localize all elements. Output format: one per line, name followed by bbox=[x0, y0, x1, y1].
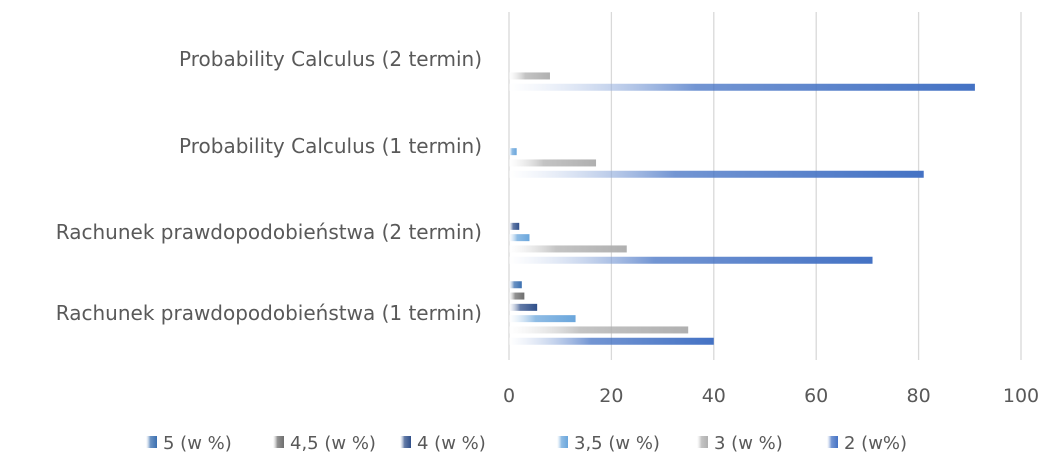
x-tick-label: 20 bbox=[599, 385, 623, 407]
bar bbox=[509, 315, 576, 323]
legend-label: 4 (w %) bbox=[417, 433, 486, 454]
legend-label: 5 (w %) bbox=[163, 433, 232, 454]
bar bbox=[509, 83, 975, 91]
bar bbox=[509, 170, 924, 178]
bar bbox=[509, 337, 714, 345]
category-label: Probability Calculus (2 termin) bbox=[179, 47, 482, 71]
category-label: Rachunek prawdopodobieństwa (1 termin) bbox=[56, 301, 482, 325]
bar bbox=[509, 148, 517, 156]
bar bbox=[509, 159, 597, 167]
x-tick-label: 60 bbox=[804, 385, 828, 407]
bars bbox=[509, 72, 975, 345]
bar bbox=[509, 303, 538, 311]
gridlines bbox=[508, 12, 1022, 360]
x-tick-label: 80 bbox=[907, 385, 931, 407]
category-labels: Rachunek prawdopodobieństwa (1 termin) Ra… bbox=[56, 47, 482, 325]
x-tick-label: 100 bbox=[1003, 385, 1039, 407]
bar bbox=[509, 222, 520, 230]
bar bbox=[509, 234, 530, 242]
legend-swatch bbox=[827, 436, 838, 448]
bar bbox=[509, 72, 550, 80]
legend-label: 3,5 (w %) bbox=[574, 433, 660, 454]
legend-swatch bbox=[146, 436, 157, 448]
x-tick-label: 0 bbox=[503, 385, 515, 407]
x-tick-label: 40 bbox=[702, 385, 726, 407]
bar bbox=[509, 326, 689, 334]
legend-label: 3 (w %) bbox=[714, 433, 783, 454]
bar bbox=[509, 245, 627, 253]
bar bbox=[509, 256, 873, 264]
legend-swatch bbox=[697, 436, 708, 448]
legend-swatch bbox=[400, 436, 411, 448]
legend-label: 2 (w%) bbox=[844, 433, 907, 454]
x-axis-ticks: 0 20 40 60 80 100 bbox=[503, 385, 1039, 407]
category-label: Probability Calculus (1 termin) bbox=[179, 134, 482, 158]
bar bbox=[509, 281, 522, 289]
legend: 5 (w %) 4,5 (w %) 4 (w %) 3,5 (w %) 3 (w %) 2… bbox=[146, 433, 907, 454]
category-label: Rachunek prawdopodobieństwa (2 termin) bbox=[56, 220, 482, 244]
legend-swatch bbox=[273, 436, 284, 448]
legend-swatch bbox=[557, 436, 568, 448]
legend-label: 4,5 (w %) bbox=[290, 433, 376, 454]
bar bbox=[509, 292, 525, 300]
